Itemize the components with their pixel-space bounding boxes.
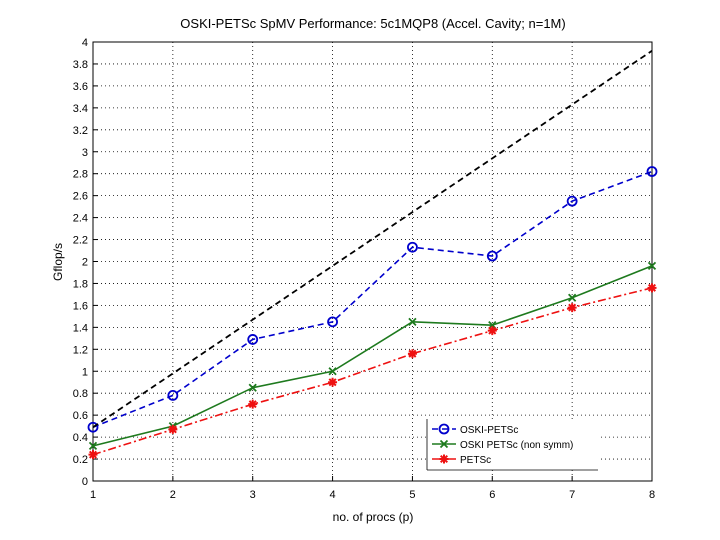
series-2: [88, 283, 657, 460]
y-tick-label: 3.8: [73, 59, 88, 71]
legend-label: PETSc: [460, 455, 491, 466]
y-tick-label: 1: [82, 366, 88, 378]
y-tick-label: 1.8: [73, 278, 88, 290]
legend-label: OSKI PETSc (non symm): [460, 440, 573, 451]
x-tick-label: 7: [569, 489, 575, 501]
data-point: [647, 283, 657, 293]
series-line: [92, 170, 653, 428]
y-tick-label: 1.2: [73, 344, 88, 356]
data-point: [407, 241, 418, 253]
y-axis-label: Gflop/s: [51, 243, 65, 281]
data-point: [248, 383, 257, 392]
data-point: [568, 293, 577, 302]
y-tick-label: 4: [82, 37, 88, 49]
chart-title: OSKI-PETSc SpMV Performance: 5c1MQP8 (Ac…: [180, 16, 565, 31]
x-tick-label: 8: [649, 489, 655, 501]
legend-marker: [439, 439, 449, 449]
y-tick-label: 0: [82, 476, 88, 488]
y-tick-label: 3: [82, 147, 88, 159]
y-tick-label: 1.4: [73, 322, 88, 334]
legend-marker: [438, 423, 450, 435]
x-tick-label: 2: [170, 489, 176, 501]
data-point: [646, 166, 658, 177]
y-tick-label: 3.6: [73, 81, 88, 93]
legend-marker: [439, 454, 449, 464]
y-tick-label: 3.4: [73, 103, 88, 115]
series-group: [87, 50, 658, 460]
axis-ticks: 1 2 3 4 5 6 7 8 0 0.2 0.4 0.6 0.8 1 1.2 1.4 1.6 1.8 2 2.2 2.…: [73, 37, 655, 501]
data-point: [167, 389, 179, 401]
y-tick-label: 0.8: [73, 388, 88, 400]
data-point: [566, 195, 578, 207]
data-point: [88, 441, 98, 451]
y-tick-label: 0.2: [73, 454, 88, 466]
series-line: [92, 265, 653, 447]
data-point: [487, 326, 497, 336]
legend: OSKI-PETSc OSKI PETSc (non symm) PETSc: [426, 419, 598, 471]
y-tick-label: 2.8: [73, 169, 88, 181]
x-tick-label: 1: [90, 489, 96, 501]
y-tick-label: 2.2: [73, 235, 88, 247]
data-point: [328, 377, 338, 387]
series-0: [87, 166, 658, 433]
legend-label: OSKI-PETSc: [460, 425, 518, 436]
data-point: [486, 250, 498, 262]
data-point: [327, 316, 338, 328]
series-3: [92, 50, 653, 428]
x-tick-label: 5: [409, 489, 415, 501]
y-tick-label: 2.6: [73, 191, 88, 203]
y-tick-label: 3.2: [73, 125, 88, 137]
x-tick-label: 4: [330, 489, 336, 501]
series-line: [92, 50, 653, 428]
data-point: [407, 349, 417, 359]
data-point: [88, 450, 98, 460]
y-tick-label: 2: [82, 257, 88, 269]
y-tick-label: 0.6: [73, 410, 88, 422]
y-tick-label: 1.6: [73, 300, 88, 312]
data-point: [248, 399, 258, 409]
data-point: [247, 334, 259, 345]
data-point: [168, 424, 178, 434]
y-tick-label: 0.4: [73, 432, 88, 444]
data-point: [87, 421, 99, 433]
data-point: [567, 303, 577, 313]
x-tick-label: 6: [489, 489, 495, 501]
data-point: [647, 261, 657, 271]
x-axis-label: no. of procs (p): [333, 510, 414, 524]
data-point: [408, 317, 417, 326]
series-line: [92, 287, 653, 456]
data-point: [328, 367, 337, 376]
x-tick-label: 3: [250, 489, 256, 501]
y-tick-label: 2.4: [73, 213, 88, 225]
